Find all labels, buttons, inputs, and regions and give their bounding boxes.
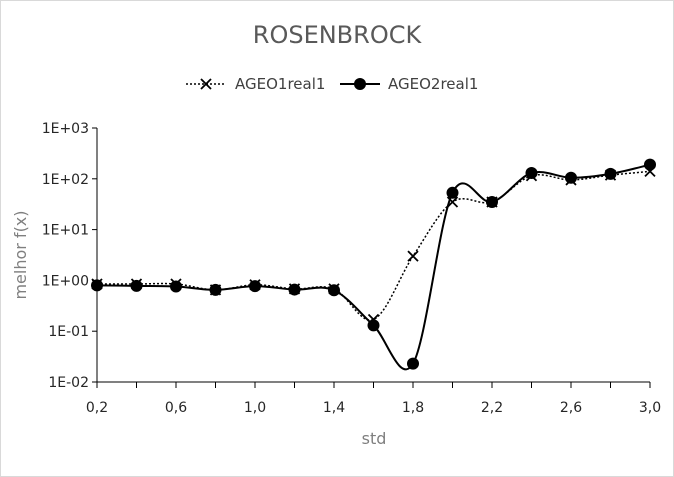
data-point-circle-marker	[604, 167, 617, 180]
x-tick-label: 1,4	[323, 400, 345, 416]
x-tick-label: 2,6	[560, 400, 582, 416]
data-point-circle-marker	[91, 279, 103, 292]
y-tick-label: 1E-02	[48, 375, 89, 391]
data-point-circle-marker	[249, 280, 261, 293]
data-point-circle-marker	[288, 283, 301, 296]
legend-marker-circle-icon	[354, 78, 366, 90]
legend: AGEO1real1 AGEO2real1	[186, 75, 478, 93]
axes: 1E-02 1E-01 1E+00 1E+01 1E+02 1E+03 0,2 0,6 1,0 1…	[42, 121, 661, 416]
data-point-circle-marker	[170, 280, 182, 293]
y-tick-label: 1E+02	[42, 172, 89, 188]
data-point-circle-marker	[209, 283, 222, 296]
y-tick-label: 1E-01	[48, 324, 89, 340]
x-tick-label: 1,0	[244, 400, 266, 416]
data-point-circle-marker	[446, 186, 459, 199]
x-tick-label: 0,2	[86, 400, 108, 416]
legend-marker-x-icon	[200, 78, 212, 90]
x-axis-label: std	[362, 429, 387, 448]
y-axis-label: melhor f(x)	[11, 210, 30, 299]
data-point-circle-marker	[130, 279, 143, 292]
plot-area	[91, 158, 656, 371]
legend-label-series-1: AGEO1real1	[235, 75, 325, 93]
y-tick-label: 1E+00	[42, 273, 89, 289]
x-tick-label: 2,2	[481, 400, 503, 416]
data-point-circle-marker	[328, 284, 340, 297]
legend-label-series-2: AGEO2real1	[388, 75, 478, 93]
series-line-2	[96, 163, 651, 371]
series-line-1	[97, 170, 651, 321]
x-tick-label: 0,6	[165, 400, 187, 416]
y-tick-label: 1E+03	[42, 121, 89, 137]
data-point-circle-marker	[525, 167, 538, 180]
x-tick-label: 3,0	[639, 400, 661, 416]
data-point-circle-marker	[644, 158, 656, 171]
data-point-x-marker	[446, 196, 459, 208]
data-point-circle-marker	[486, 195, 498, 208]
y-tick-label: 1E+01	[42, 223, 89, 239]
x-tick-label: 1,8	[402, 400, 424, 416]
data-point-circle-marker	[565, 171, 577, 184]
chart-title: ROSENBROCK	[253, 21, 423, 49]
data-point-circle-marker	[367, 319, 380, 332]
data-point-x-marker	[407, 250, 419, 262]
data-point-circle-marker	[407, 357, 419, 370]
